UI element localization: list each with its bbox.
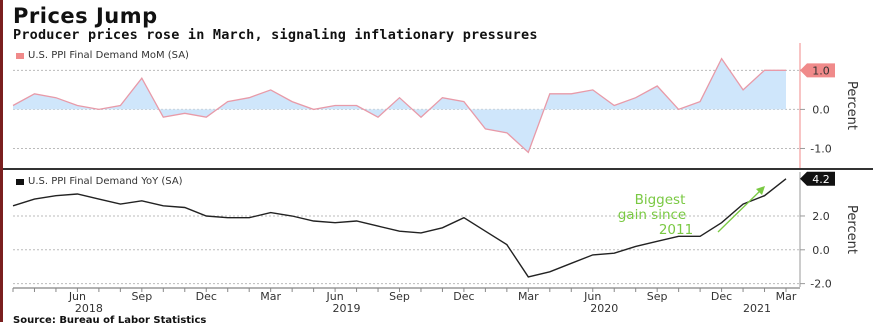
last-value-badge-yoy	[800, 171, 835, 186]
left-frame-border	[0, 0, 3, 322]
last-value-badge-mom	[800, 63, 835, 78]
xtick-month-label: Sep	[131, 290, 152, 303]
yoy-line	[12, 178, 787, 278]
xtick-month-label: Mar	[776, 290, 797, 303]
xtick-month-label: Mar	[518, 290, 539, 303]
legend-yoy: U.S. PPI Final Demand YoY (SA)	[13, 176, 186, 187]
last-value-label-yoy: 4.2	[812, 173, 830, 186]
xtick-month-label: Jun	[583, 290, 601, 303]
xtick-year-label: 2019	[333, 302, 361, 315]
ytick-label-yoy: 0.0	[812, 244, 830, 257]
annotation-arrow-head	[756, 186, 765, 195]
xtick-year-label: 2021	[743, 302, 771, 315]
legend-mom-label: U.S. PPI Final Demand MoM (SA)	[28, 50, 189, 61]
legend-mom: U.S. PPI Final Demand MoM (SA)	[13, 50, 192, 61]
xtick-year-label: 2020	[590, 302, 618, 315]
last-value-label-mom: 1.0	[812, 64, 830, 77]
xtick-year-label: 2018	[75, 302, 103, 315]
ylabel-yoy: Percent	[844, 205, 859, 254]
xtick-month-label: Sep	[389, 290, 410, 303]
chart-source: Source: Bureau of Labor Statistics	[13, 315, 207, 326]
xtick-month-label: Dec	[711, 290, 732, 303]
ytick-label-mom: 0.0	[812, 103, 830, 116]
legend-yoy-swatch	[16, 178, 24, 185]
annotation-line-2: gain since	[618, 207, 687, 223]
mom-area	[13, 58, 786, 153]
ytick-label-yoy: -2.0	[810, 278, 831, 291]
legend-yoy-label: U.S. PPI Final Demand YoY (SA)	[28, 176, 183, 187]
xtick-month-label: Dec	[453, 290, 474, 303]
chart-subtitle: Producer prices rose in March, signaling…	[13, 27, 538, 43]
mom-line	[12, 57, 786, 154]
ytick-label-mom: -1.0	[810, 142, 831, 155]
annotation-line-1: Biggest	[635, 192, 686, 208]
annotation-arrow-shaft	[717, 188, 763, 233]
xtick-month-label: Jun	[68, 290, 86, 303]
xtick-month-label: Dec	[196, 290, 217, 303]
xtick-month-label: Mar	[260, 290, 281, 303]
ytick-label-yoy: 2.0	[812, 210, 830, 223]
xtick-month-label: Sep	[647, 290, 668, 303]
xtick-month-label: Jun	[325, 290, 343, 303]
ylabel-mom: Percent	[844, 81, 859, 130]
legend-mom-swatch	[16, 52, 24, 59]
annotation-line-3: 2011	[659, 222, 693, 238]
chart-title: Prices Jump	[13, 4, 158, 28]
